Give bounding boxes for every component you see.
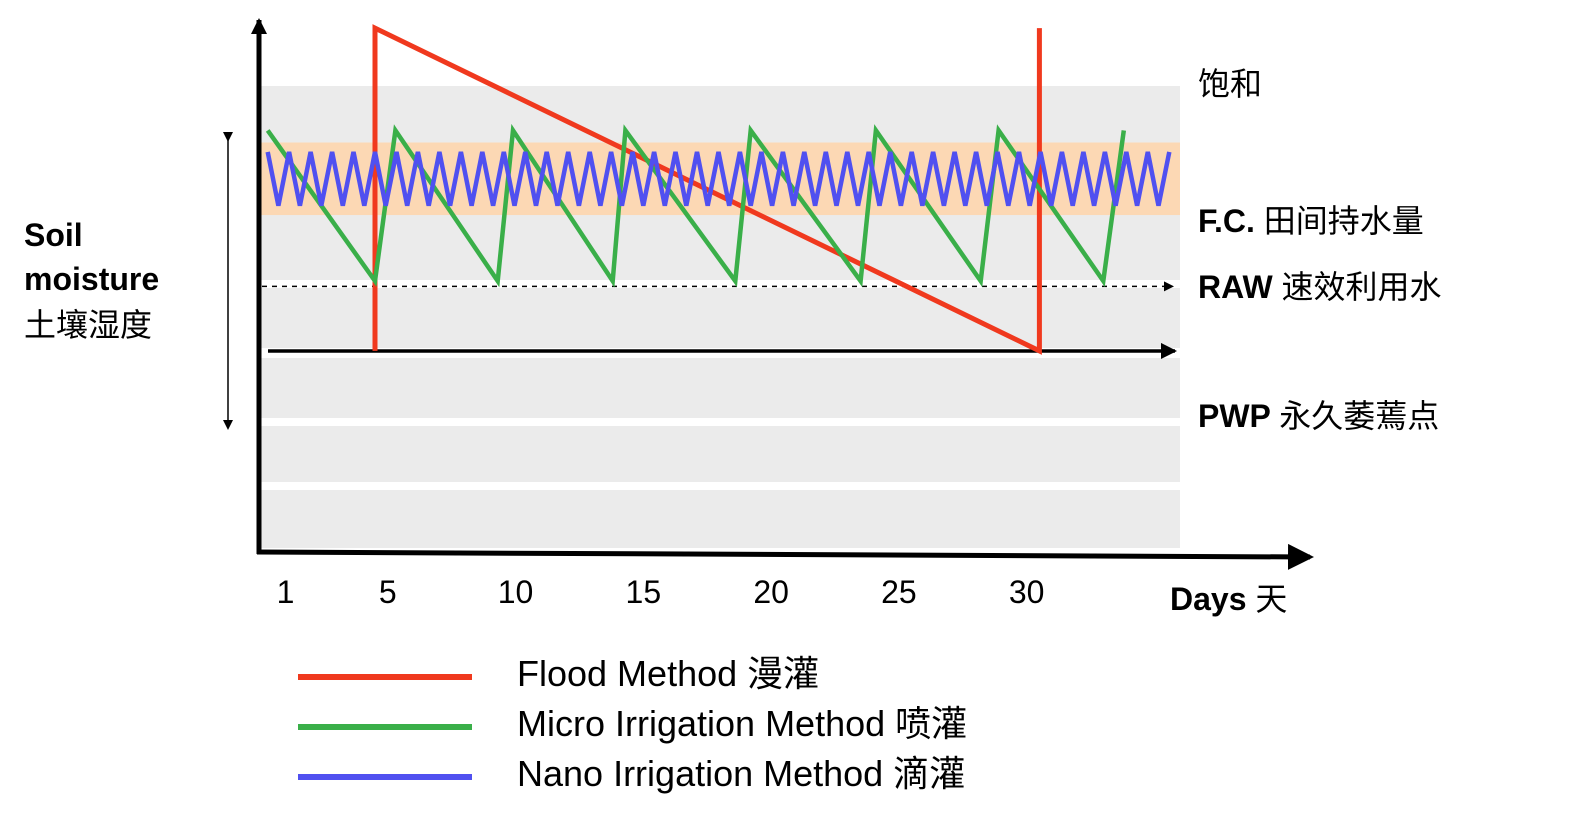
grid-band <box>260 490 1180 548</box>
level-labels: 饱和 F.C. 田间持水量 RAW 速效利用水 PWP 永久萎蔫点 <box>1198 66 1442 434</box>
x-tick-label: 20 <box>753 574 789 610</box>
level-label-zh: 田间持水量 <box>1264 203 1424 239</box>
xlabel: Days 天 <box>1170 581 1287 617</box>
ylabel-line-1: Soil <box>24 217 83 253</box>
grid-band <box>260 86 1180 146</box>
grid-band <box>260 288 1180 348</box>
x-tick-label: 5 <box>379 574 397 610</box>
x-tick-labels: 1 5 10 15 20 25 30 <box>277 574 1045 610</box>
level-label-abbr: RAW <box>1198 269 1282 305</box>
grid-band <box>260 358 1180 418</box>
level-label-fc: F.C. 田间持水量 <box>1198 203 1424 239</box>
level-label-zh: 永久萎蔫点 <box>1279 398 1439 434</box>
x-axis <box>256 543 1314 570</box>
level-label-zh: 速效利用水 <box>1282 269 1442 305</box>
x-tick-label: 15 <box>626 574 662 610</box>
level-label-raw: RAW 速效利用水 <box>1198 269 1442 305</box>
ylabel-line-3: 土壤湿度 <box>24 307 152 343</box>
ylabel-line-2: moisture <box>24 261 159 297</box>
level-label-abbr: PWP <box>1198 398 1279 434</box>
level-label-abbr: F.C. <box>1198 203 1264 239</box>
xlabel-zh: 天 <box>1255 581 1287 617</box>
xlabel-en: Days <box>1170 581 1255 617</box>
x-tick-label: 1 <box>277 574 295 610</box>
series-lines <box>265 24 1172 355</box>
legend-label: Nano Irrigation Method 滴灌 <box>517 753 965 794</box>
axes <box>251 18 1314 570</box>
legend-label: Micro Irrigation Method 喷灌 <box>517 703 967 744</box>
legend: Flood Method 漫灌 Micro Irrigation Method 喷… <box>298 653 967 794</box>
grid-band <box>260 426 1180 482</box>
x-tick-label: 10 <box>498 574 534 610</box>
level-label-pwp: PWP 永久萎蔫点 <box>1198 398 1439 434</box>
series-line-3 <box>265 151 1172 207</box>
level-label-saturation: 饱和 <box>1198 66 1262 102</box>
legend-label: Flood Method 漫灌 <box>517 653 819 694</box>
x-tick-label: 25 <box>881 574 917 610</box>
reference-lines <box>262 281 1177 359</box>
x-tick-label: 30 <box>1009 574 1045 610</box>
